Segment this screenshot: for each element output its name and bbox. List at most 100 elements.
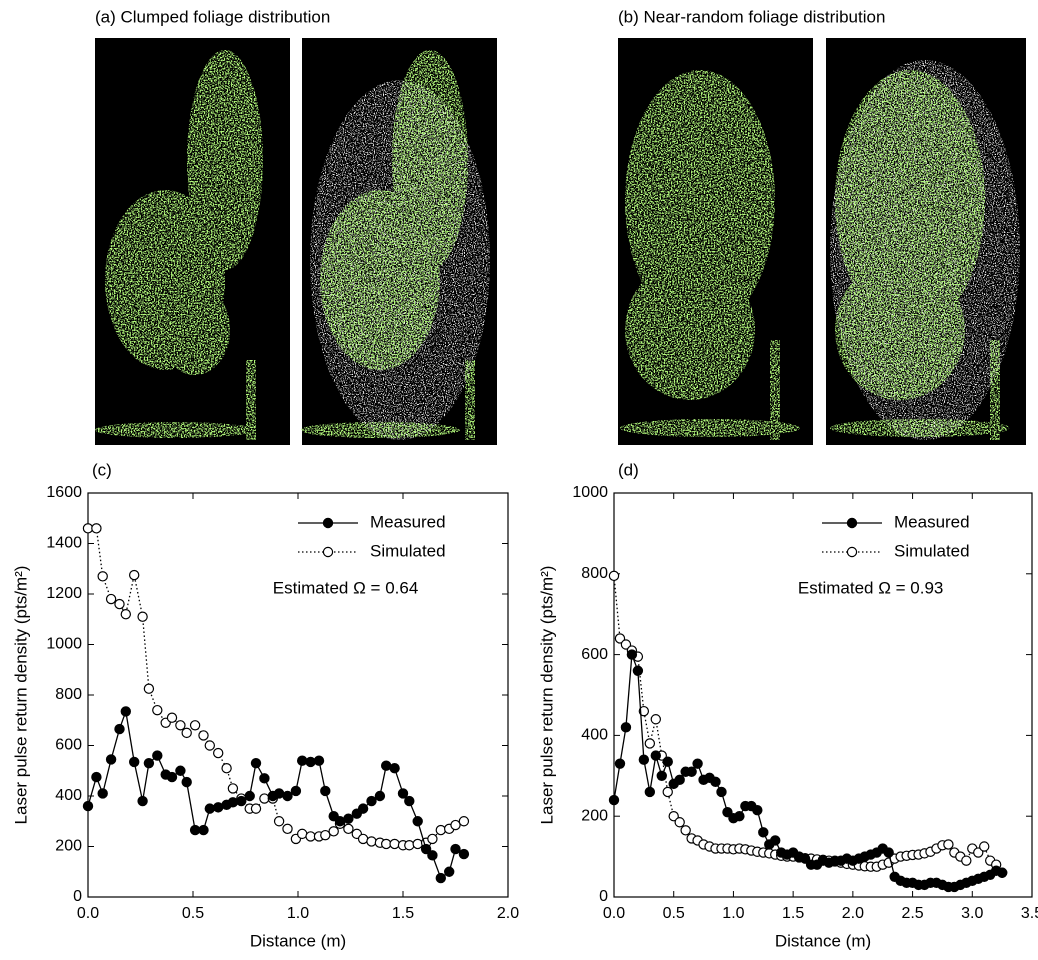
data-point (674, 774, 685, 786)
data-point (770, 835, 781, 846)
legend-label: Simulated (894, 541, 970, 560)
y-tick-label: 1600 (46, 484, 82, 501)
y-tick-label: 1000 (46, 636, 82, 653)
data-point (105, 593, 117, 605)
x-tick-label: 1.0 (287, 905, 309, 922)
data-point (227, 797, 239, 808)
legend-marker (322, 546, 334, 558)
x-tick-label: 0.0 (603, 905, 625, 922)
y-tick-label: 200 (581, 807, 608, 824)
data-point (259, 773, 270, 784)
data-point (114, 598, 125, 610)
data-point (204, 740, 215, 751)
series-line (613, 575, 1003, 874)
data-point (366, 836, 377, 847)
data-point (114, 723, 125, 735)
panel-label: (b) Near-random foliage distribution (618, 7, 885, 26)
data-point (198, 824, 209, 836)
data-point (175, 765, 186, 776)
legend-label: Measured (370, 512, 446, 531)
y-tick-label: 400 (55, 787, 82, 804)
data-point (212, 747, 224, 759)
y-tick-label: 200 (55, 838, 82, 855)
data-point (120, 706, 132, 717)
y-tick-label: 0 (73, 888, 82, 905)
data-point (656, 770, 667, 782)
panel-label: (c) (92, 460, 112, 479)
y-tick-label: 1400 (46, 535, 82, 552)
data-point (290, 785, 302, 797)
data-point (221, 763, 232, 774)
data-point (674, 817, 685, 828)
data-point (250, 803, 262, 814)
data-point (250, 757, 262, 769)
data-point (973, 847, 984, 858)
data-point (166, 771, 178, 783)
data-point (620, 639, 632, 650)
panel-label: (a) Clumped foliage distribution (95, 7, 330, 26)
y-axis-label: Laser pulse return density (pts/m²) (537, 566, 556, 825)
data-point (273, 788, 285, 799)
x-axis-label: Distance (m) (775, 931, 871, 950)
data-point (374, 790, 386, 802)
y-tick-label: 800 (581, 565, 608, 582)
data-point (632, 665, 644, 676)
data-point (435, 872, 446, 884)
data-point (412, 838, 423, 850)
data-point (305, 756, 316, 768)
data-point (97, 788, 108, 799)
data-point (120, 609, 132, 620)
data-point (282, 823, 293, 835)
data-point (82, 800, 94, 812)
data-point (313, 755, 325, 766)
x-tick-label: 3.5 (1021, 905, 1038, 922)
data-point (189, 720, 201, 731)
data-point (334, 816, 346, 827)
x-tick-label: 3.0 (961, 905, 983, 922)
data-point (458, 816, 470, 827)
legend-label: Measured (894, 512, 970, 531)
data-point (435, 824, 446, 836)
x-tick-label: 1.5 (392, 905, 414, 922)
y-tick-label: 1200 (46, 585, 82, 602)
data-point (152, 704, 163, 716)
data-point (404, 795, 415, 807)
x-tick-label: 0.5 (182, 905, 204, 922)
data-point (799, 853, 811, 864)
data-point (450, 843, 461, 855)
data-point (680, 825, 691, 836)
data-point (137, 611, 148, 622)
data-point (638, 754, 650, 765)
data-point (979, 841, 990, 852)
data-point (722, 806, 733, 818)
panel-label: (d) (618, 460, 639, 479)
x-tick-label: 1.0 (722, 905, 744, 922)
data-point (273, 816, 285, 827)
data-point (686, 766, 697, 777)
data-point (662, 756, 673, 767)
data-point (343, 813, 354, 824)
data-point (608, 570, 620, 582)
data-point (614, 758, 626, 769)
data-point (710, 776, 721, 788)
data-point (389, 763, 400, 774)
data-point (343, 823, 354, 835)
legend-marker (322, 517, 334, 529)
data-point (458, 848, 470, 860)
data-point (227, 783, 239, 794)
data-point (143, 757, 155, 769)
x-tick-label: 2.5 (901, 905, 923, 922)
data-point (212, 802, 224, 813)
data-point (357, 833, 369, 845)
x-tick-label: 1.5 (782, 905, 804, 922)
legend-marker (846, 517, 858, 529)
y-tick-label: 600 (581, 646, 608, 663)
data-point (236, 795, 247, 807)
y-tick-label: 600 (55, 737, 82, 754)
data-point (328, 826, 339, 837)
y-tick-label: 800 (55, 686, 82, 703)
data-point (404, 840, 415, 851)
data-point (608, 794, 620, 806)
annotation: Estimated Ω = 0.64 (273, 578, 418, 597)
data-point (662, 786, 673, 798)
